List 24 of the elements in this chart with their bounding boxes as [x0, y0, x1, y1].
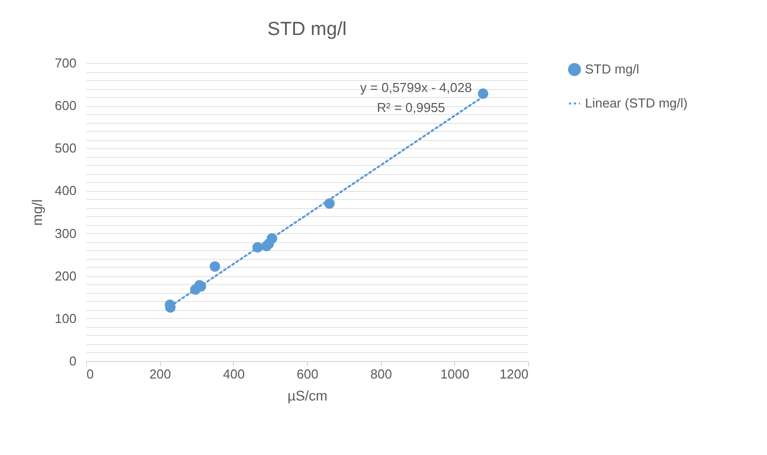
x-tick-label: 1200	[500, 366, 528, 382]
y-tick-label: 0	[69, 354, 76, 368]
y-tick-label: 500	[54, 140, 76, 156]
x-tick-label: 600	[296, 366, 318, 382]
y-tick-label: 600	[54, 98, 76, 114]
legend-label: STD mg/l	[585, 62, 640, 76]
y-tick-label: 300	[54, 226, 76, 241]
y-axis-title: mg/l	[28, 199, 45, 226]
x-tick-label: 1000	[440, 366, 470, 382]
x-axis-title: µS/cm	[288, 388, 328, 404]
point	[478, 88, 488, 99]
legend-label: Linear (STD mg/l)	[585, 96, 688, 110]
y-tick-label: 100	[54, 310, 76, 326]
y-tick-label: 200	[54, 268, 76, 284]
point	[210, 261, 220, 272]
x-tick-label: 400	[222, 366, 245, 382]
annotation: R² = 0,9955	[376, 100, 446, 115]
chart-title: STD mg/l	[267, 19, 347, 40]
x-tick-label: 200	[149, 366, 172, 382]
annotation: y = 0,5799x - 4,028	[360, 80, 472, 95]
y-tick-label: 400	[54, 183, 76, 198]
x-tick-label: 800	[370, 366, 392, 382]
y-tick-label: 700	[54, 56, 76, 70]
x-tick-label: 0	[86, 366, 94, 382]
